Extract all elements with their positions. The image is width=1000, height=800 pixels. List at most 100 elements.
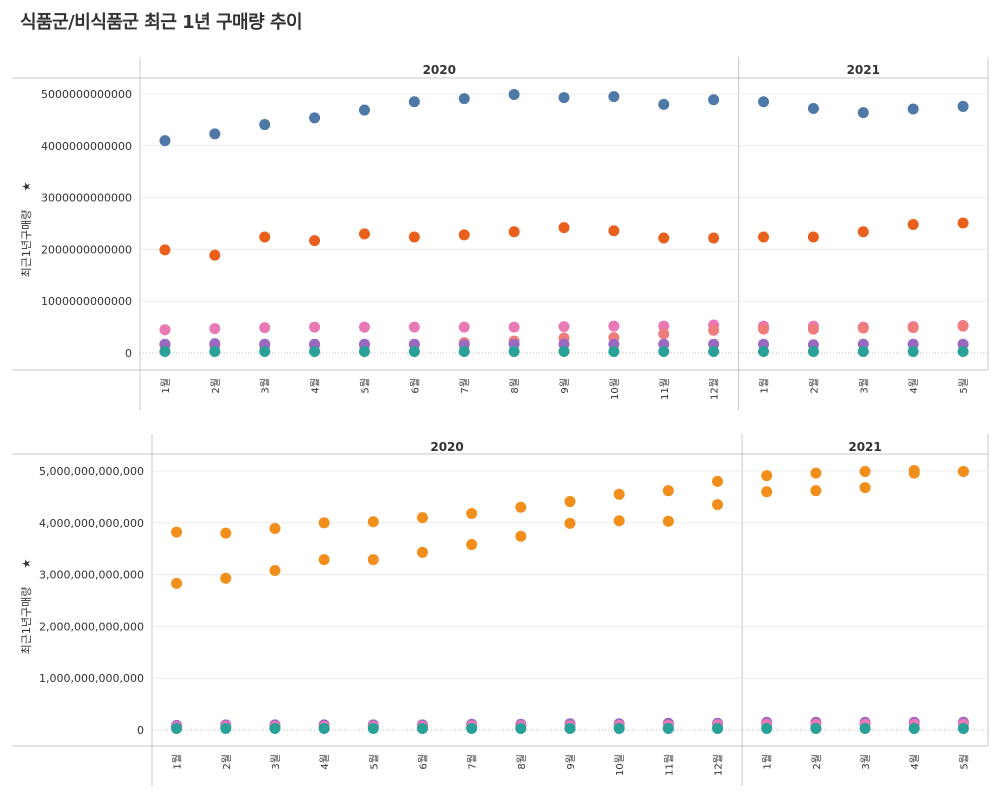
y-axis-title: 최근1년구매량: [20, 587, 33, 655]
x-tick-label: 6월: [417, 754, 429, 770]
data-point: [761, 470, 773, 482]
data-point: [309, 112, 321, 124]
data-point: [458, 229, 470, 241]
data-point: [708, 345, 720, 357]
data-point: [807, 323, 819, 335]
data-point: [957, 722, 969, 734]
data-point: [907, 322, 919, 334]
data-point: [857, 226, 869, 238]
x-tick-label: 8월: [516, 754, 528, 770]
x-tick-label: 9월: [559, 378, 571, 394]
data-point: [558, 222, 570, 234]
data-point: [712, 499, 724, 511]
y-tick-label: 0: [137, 724, 144, 737]
data-point: [309, 345, 321, 357]
data-point: [458, 321, 470, 333]
data-point: [807, 345, 819, 357]
data-point: [758, 231, 770, 243]
data-point: [515, 501, 527, 513]
data-point: [159, 324, 171, 336]
data-point: [859, 722, 871, 734]
page-title: 식품군/비식품군 최근 1년 구매량 추이: [20, 12, 303, 33]
x-tick-label: 3월: [260, 378, 272, 394]
data-point: [515, 722, 527, 734]
data-point: [662, 722, 674, 734]
x-tick-label: 5월: [958, 754, 970, 770]
x-tick-label: 12월: [713, 754, 725, 776]
y-tick-label: 2,000,000,000,000: [39, 620, 144, 633]
x-tick-label: 4월: [310, 378, 322, 394]
data-point: [907, 219, 919, 231]
sort-icon: ★: [20, 181, 33, 191]
data-point: [564, 517, 576, 529]
data-point: [608, 225, 620, 237]
y-tick-label: 3000000000000: [41, 192, 132, 205]
x-tick-label: 5월: [368, 754, 380, 770]
data-point: [318, 517, 330, 529]
y-tick-label: 4,000,000,000,000: [39, 517, 144, 530]
y-tick-label: 0: [125, 347, 132, 360]
year-header: 2021: [848, 440, 881, 454]
data-point: [367, 722, 379, 734]
data-point: [564, 496, 576, 508]
y-tick-label: 5000000000000: [41, 88, 132, 101]
data-point: [358, 321, 370, 333]
data-point: [810, 485, 822, 497]
data-point: [957, 217, 969, 229]
data-point: [220, 527, 232, 539]
data-point: [159, 345, 171, 357]
x-tick-label: 7월: [467, 754, 479, 770]
data-point: [466, 722, 478, 734]
data-point: [416, 546, 428, 558]
y-tick-label: 2000000000000: [41, 243, 132, 256]
data-point: [712, 722, 724, 734]
data-point: [466, 539, 478, 551]
x-tick-label: 1월: [172, 754, 184, 770]
data-point: [761, 722, 773, 734]
data-point: [171, 577, 183, 589]
x-tick-label: 7월: [459, 378, 471, 394]
data-point: [758, 96, 770, 108]
data-point: [957, 100, 969, 112]
data-point: [259, 119, 271, 131]
data-point: [171, 722, 183, 734]
data-point: [558, 345, 570, 357]
x-tick-label: 2월: [221, 754, 233, 770]
x-tick-label: 4월: [319, 754, 331, 770]
data-point: [758, 345, 770, 357]
data-point: [309, 321, 321, 333]
x-tick-label: 3월: [270, 754, 282, 770]
data-point: [857, 345, 869, 357]
data-point: [458, 93, 470, 105]
data-point: [159, 135, 171, 147]
data-point: [608, 91, 620, 103]
data-point: [259, 322, 271, 334]
data-point: [859, 466, 871, 478]
sort-icon: ★: [20, 558, 33, 568]
x-tick-label: 5월: [359, 378, 371, 394]
data-point: [408, 96, 420, 108]
x-tick-label: 1월: [762, 754, 774, 770]
data-point: [658, 98, 670, 110]
year-header: 2020: [423, 63, 456, 77]
x-tick-label: 10월: [614, 754, 626, 776]
x-tick-label: 6월: [409, 378, 421, 394]
data-point: [658, 345, 670, 357]
data-point: [608, 345, 620, 357]
data-point: [358, 104, 370, 116]
data-point: [613, 515, 625, 527]
data-point: [908, 467, 920, 479]
y-tick-label: 1,000,000,000,000: [39, 672, 144, 685]
data-point: [613, 488, 625, 500]
y-tick-label: 3,000,000,000,000: [39, 569, 144, 582]
data-point: [209, 128, 221, 140]
data-point: [810, 467, 822, 479]
data-point: [318, 554, 330, 566]
data-point: [269, 522, 281, 534]
data-point: [358, 345, 370, 357]
data-point: [558, 92, 570, 104]
data-point: [367, 516, 379, 528]
data-point: [613, 722, 625, 734]
x-tick-label: 11월: [663, 754, 675, 776]
data-point: [708, 94, 720, 106]
